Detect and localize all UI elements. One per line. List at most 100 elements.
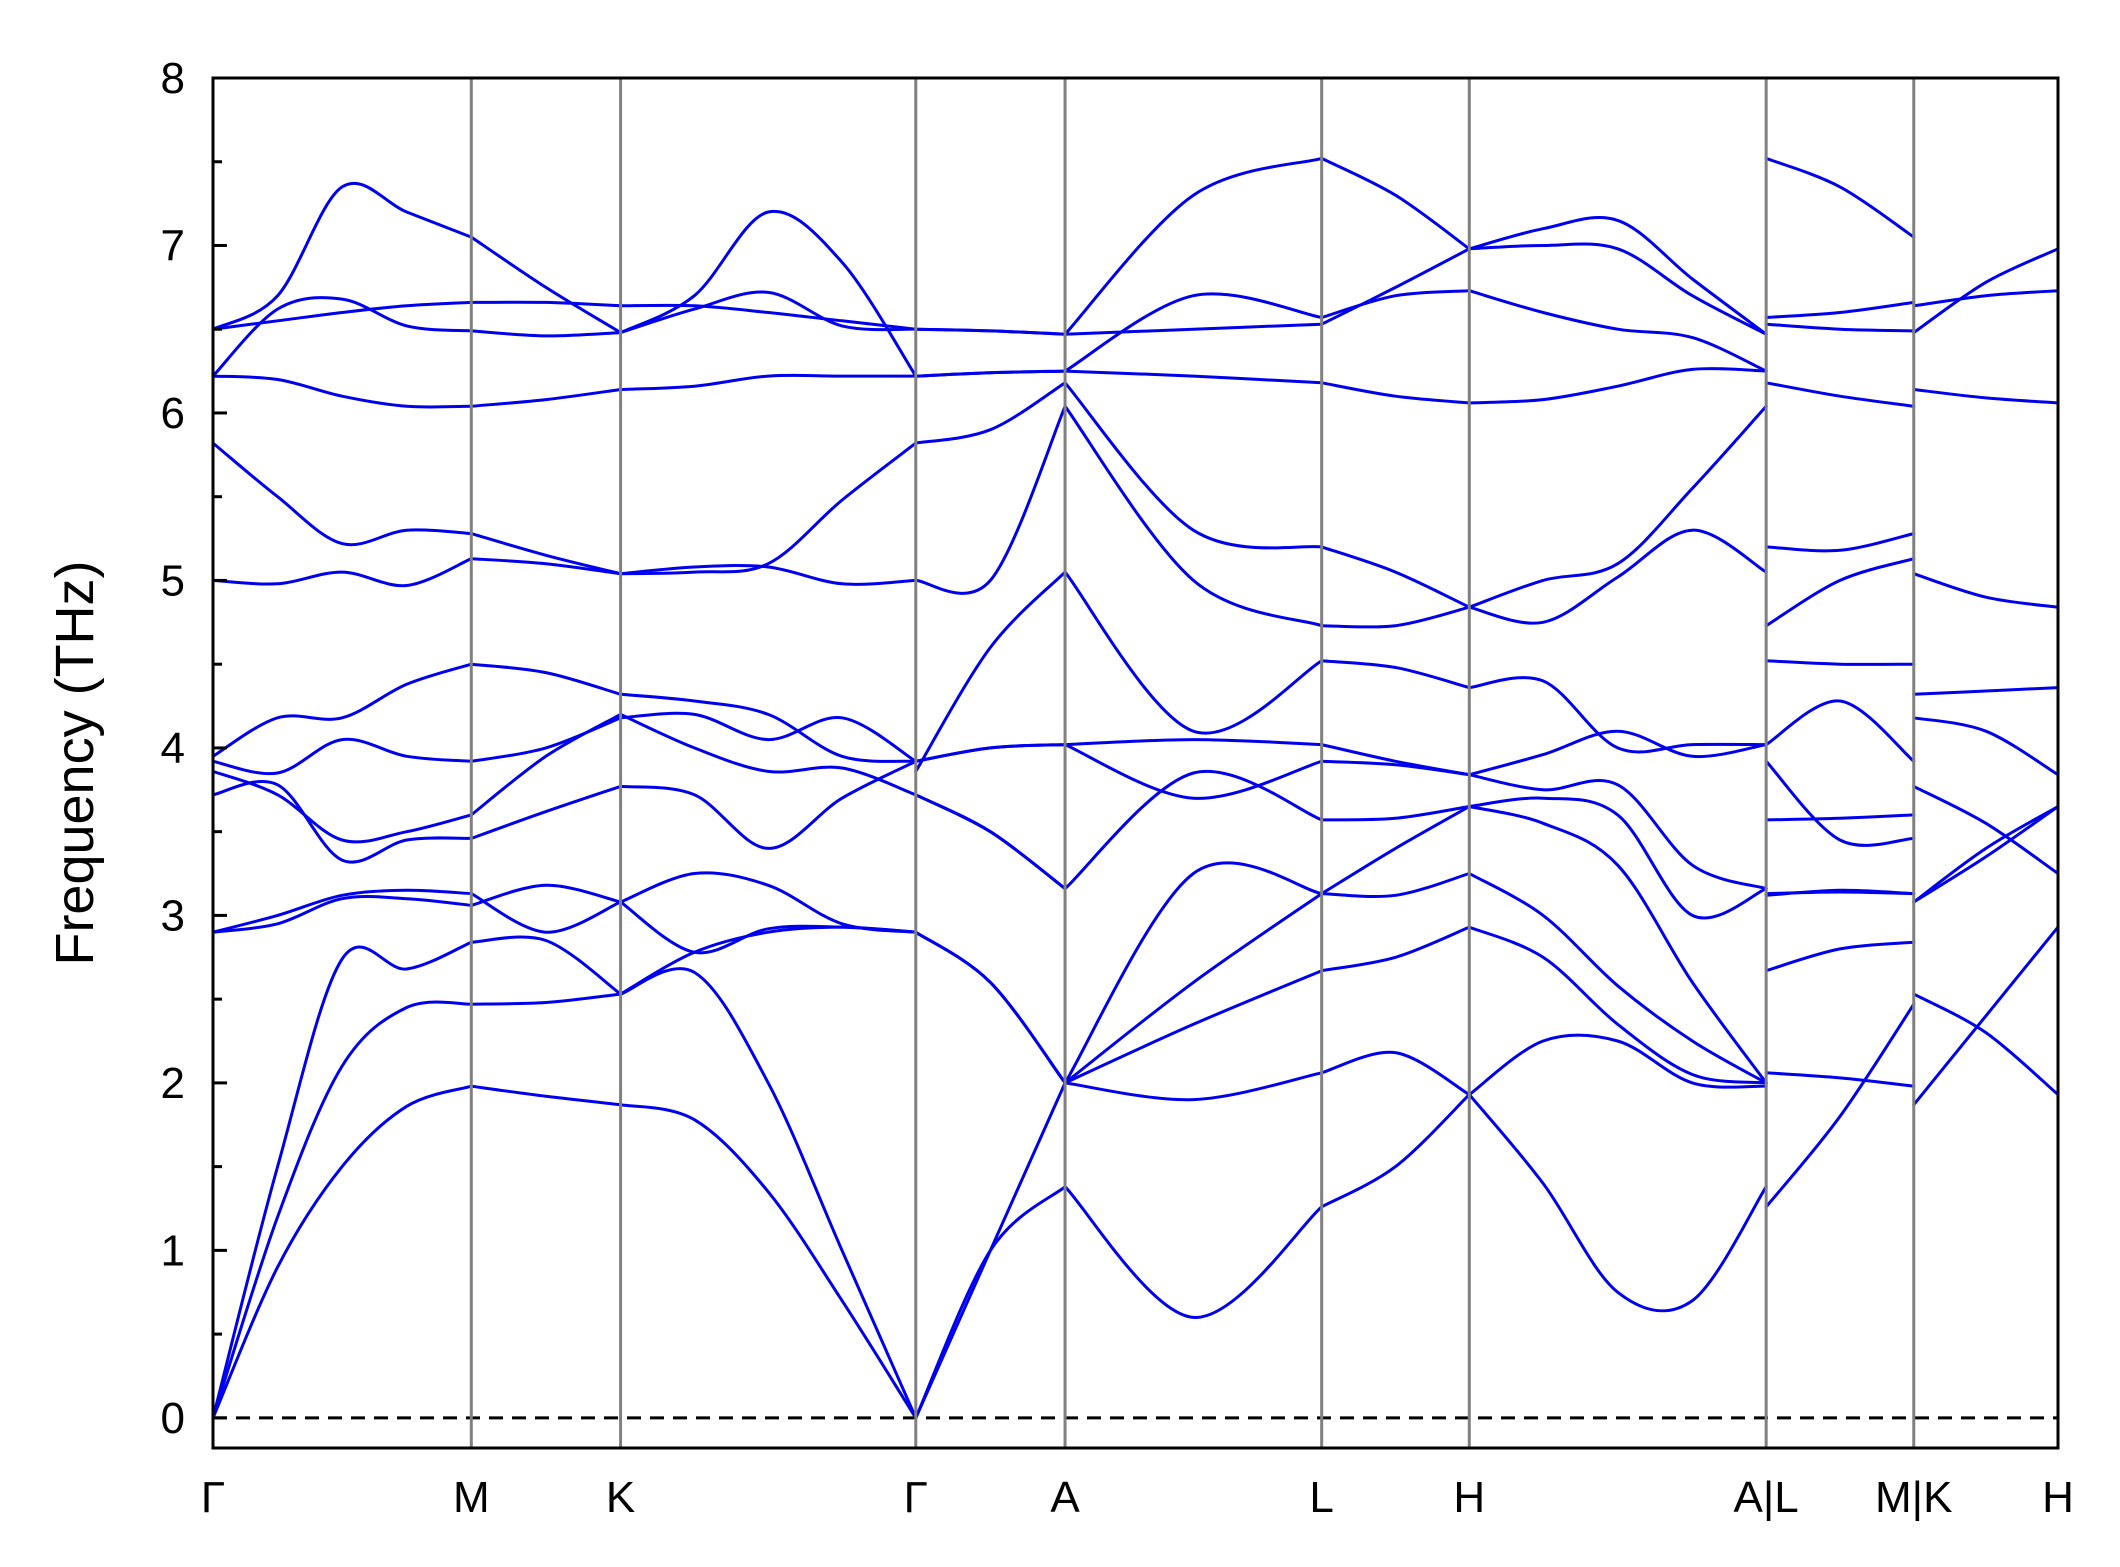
band-line bbox=[1320, 289, 1471, 319]
band-line bbox=[1320, 156, 1471, 251]
band-line bbox=[1764, 1071, 1916, 1088]
x-tick-label: K bbox=[606, 1473, 635, 1522]
high-symmetry-lines bbox=[469, 78, 1916, 1448]
band-line bbox=[1320, 743, 1471, 777]
band-line bbox=[1063, 322, 1324, 336]
band-line bbox=[1467, 729, 1768, 777]
band-line bbox=[1467, 1033, 1768, 1097]
band-line bbox=[1320, 925, 1471, 973]
band-line bbox=[1764, 659, 1916, 666]
y-tick-label: 8 bbox=[161, 54, 185, 103]
band-line bbox=[1764, 759, 1916, 847]
band-line bbox=[469, 329, 623, 338]
band-line bbox=[1764, 557, 1916, 628]
band-line bbox=[1764, 890, 1916, 896]
band-line bbox=[1912, 784, 2060, 875]
x-tick-label: M bbox=[453, 1473, 490, 1522]
y-tick-label: 6 bbox=[161, 389, 185, 438]
band-line bbox=[619, 967, 918, 1420]
band-line bbox=[1320, 759, 1471, 777]
band-line bbox=[1063, 404, 1324, 628]
band-line bbox=[914, 930, 1067, 1085]
plot-frame bbox=[211, 76, 2060, 1450]
band-lines bbox=[211, 156, 2060, 1420]
band-line bbox=[1320, 872, 1471, 898]
band-line bbox=[1764, 1002, 1916, 1209]
band-line bbox=[469, 557, 623, 576]
y-axis-label: Frequency (THz) bbox=[45, 560, 105, 965]
band-line bbox=[619, 871, 918, 934]
band-line bbox=[1063, 738, 1324, 747]
band-line bbox=[1467, 805, 1768, 1085]
band-line bbox=[1467, 1093, 1768, 1313]
band-line bbox=[1320, 247, 1471, 326]
band-line bbox=[469, 883, 623, 907]
band-line bbox=[1467, 676, 1768, 754]
band-line bbox=[469, 992, 623, 1006]
band-line bbox=[1063, 769, 1324, 891]
y-tick-label: 4 bbox=[161, 724, 185, 773]
band-line bbox=[914, 369, 1067, 378]
band-line bbox=[211, 779, 473, 864]
band-line bbox=[1764, 381, 1916, 408]
band-line bbox=[1063, 892, 1324, 1085]
band-line bbox=[619, 441, 918, 576]
band-line bbox=[1467, 773, 1768, 891]
band-line bbox=[619, 373, 918, 391]
band-line bbox=[469, 712, 623, 817]
band-line bbox=[1320, 805, 1471, 822]
band-line bbox=[1063, 292, 1324, 373]
band-line bbox=[914, 793, 1067, 891]
band-line bbox=[1764, 532, 1916, 553]
x-axis-labels: Γ M K Γ A L H A|L M|K H bbox=[201, 1473, 2074, 1522]
band-line bbox=[1063, 156, 1324, 336]
band-line bbox=[1764, 699, 1916, 763]
band-line bbox=[914, 743, 1067, 763]
band-line bbox=[211, 374, 473, 409]
band-line bbox=[914, 930, 1067, 1085]
band-line bbox=[619, 1103, 918, 1420]
x-tick-label: L bbox=[1309, 1473, 1333, 1522]
x-tick-label: Γ bbox=[201, 1473, 225, 1522]
band-line bbox=[469, 388, 623, 408]
band-line bbox=[1467, 367, 1768, 405]
band-line bbox=[1912, 805, 2060, 904]
band-line bbox=[211, 940, 473, 1420]
band-line bbox=[914, 404, 1067, 595]
band-line bbox=[1764, 322, 1916, 333]
band-line bbox=[1912, 716, 2060, 777]
band-line bbox=[619, 711, 918, 763]
band-line bbox=[914, 1185, 1067, 1420]
band-line bbox=[1467, 528, 1768, 625]
band-line bbox=[1063, 1071, 1324, 1102]
y-tick-label: 1 bbox=[161, 1226, 185, 1275]
band-line bbox=[1467, 925, 1768, 1085]
x-tick-label: Γ bbox=[904, 1473, 928, 1522]
band-line bbox=[1912, 925, 2060, 1107]
band-line bbox=[469, 1084, 623, 1107]
band-line bbox=[1063, 969, 1324, 1085]
band-line bbox=[469, 300, 623, 308]
band-line bbox=[914, 1081, 1067, 1420]
x-tick-label: A|L bbox=[1734, 1473, 1799, 1522]
band-line bbox=[619, 759, 918, 850]
y-tick-label: 5 bbox=[161, 556, 185, 605]
band-line bbox=[1320, 1050, 1471, 1097]
band-line bbox=[619, 692, 918, 763]
band-line bbox=[469, 935, 623, 996]
band-line bbox=[211, 181, 473, 331]
band-line bbox=[914, 327, 1067, 336]
y-tick-label: 7 bbox=[161, 221, 185, 270]
band-line bbox=[1467, 796, 1768, 920]
band-line bbox=[619, 290, 918, 335]
band-line bbox=[1764, 156, 1916, 239]
band-line bbox=[211, 557, 473, 588]
band-line bbox=[1063, 743, 1324, 800]
y-tick-label: 0 bbox=[161, 1394, 185, 1443]
y-tick-label: 2 bbox=[161, 1059, 185, 1108]
band-line bbox=[469, 716, 623, 763]
band-line bbox=[211, 888, 473, 934]
x-tick-label: H bbox=[2042, 1473, 2074, 1522]
band-line bbox=[1912, 992, 2060, 1097]
